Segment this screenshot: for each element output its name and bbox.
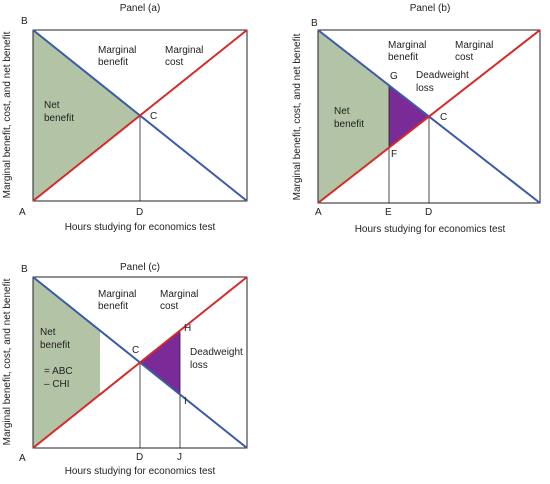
point-label: B <box>21 264 28 275</box>
panel-b: Panel (b) Marginal benefit, cost, and ne… <box>292 3 541 235</box>
curve-label: Marginal <box>455 40 493 51</box>
point-label: D <box>136 452 143 463</box>
point-label: I <box>184 396 187 407</box>
area-label: benefit <box>40 340 70 351</box>
panel-title: Panel (a) <box>120 3 161 14</box>
area-label: Net <box>44 100 60 111</box>
area-label: = ABC <box>44 366 73 377</box>
marginal-cost-curve <box>317 29 541 204</box>
x-axis-label: Hours studying for economics test <box>65 466 216 477</box>
curve-label: Marginal <box>98 45 136 56</box>
curve-label: cost <box>455 52 474 63</box>
panel-title: Panel (c) <box>120 262 160 273</box>
area-label: Deadweight <box>416 70 469 81</box>
deadweight-loss-area <box>389 85 429 148</box>
area-label: Net <box>40 327 56 338</box>
curve-label: Marginal <box>160 289 198 300</box>
point-label: B <box>21 16 28 27</box>
area-label: – CHI <box>44 379 70 390</box>
area-label: loss <box>416 83 434 94</box>
point-label: H <box>184 323 191 334</box>
x-axis-label: Hours studying for economics test <box>355 224 506 235</box>
point-label: G <box>390 71 398 82</box>
point-label: D <box>136 207 143 218</box>
point-label: C <box>132 345 139 356</box>
curve-label: Marginal <box>165 45 203 56</box>
point-label: A <box>19 207 26 218</box>
x-axis-label: Hours studying for economics test <box>65 222 216 233</box>
y-axis-label: Marginal benefit, cost, and net benefit <box>2 31 13 198</box>
area-label: loss <box>190 360 208 371</box>
area-label: Deadweight <box>190 347 243 358</box>
point-label: J <box>177 452 182 463</box>
curve-label: Marginal <box>388 40 426 51</box>
net-benefit-area <box>33 277 100 448</box>
point-label: C <box>440 112 447 123</box>
point-label: C <box>150 111 157 122</box>
net-benefit-area <box>318 30 389 203</box>
curve-label: benefit <box>98 301 128 312</box>
area-label: benefit <box>334 119 364 130</box>
marginal-cost-curve <box>32 276 248 449</box>
curve-label: cost <box>160 301 179 312</box>
y-axis-label: Marginal benefit, cost, and net benefit <box>292 33 303 200</box>
point-label: A <box>19 453 26 464</box>
area-label: Net <box>334 106 350 117</box>
deadweight-loss-area <box>140 330 180 395</box>
panel-title: Panel (b) <box>410 3 451 14</box>
point-label: B <box>311 18 318 29</box>
point-label: D <box>425 207 432 218</box>
panel-a: Panel (a) Marginal benefit, cost, and ne… <box>2 3 248 233</box>
net-benefit-area <box>33 30 140 201</box>
point-label: A <box>315 207 322 218</box>
panel-c: Panel (c) Marginal benefit, cost, and ne… <box>2 262 248 477</box>
curve-label: benefit <box>388 52 418 63</box>
curve-label: Marginal <box>98 289 136 300</box>
curve-label: benefit <box>98 57 128 68</box>
y-axis-label: Marginal benefit, cost, and net benefit <box>2 278 13 445</box>
area-label: benefit <box>44 113 74 124</box>
marginal-cost-curve <box>32 29 248 202</box>
point-label: E <box>385 207 392 218</box>
curve-label: cost <box>165 57 184 68</box>
point-label: F <box>391 149 397 160</box>
